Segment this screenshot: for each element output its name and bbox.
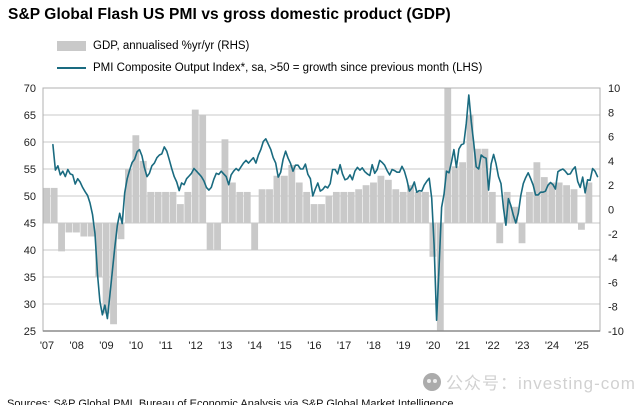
svg-text:'08: '08 [70,340,84,352]
svg-text:2: 2 [608,180,614,192]
svg-text:'17: '17 [337,340,351,352]
svg-text:10: 10 [608,83,620,95]
svg-text:4: 4 [608,156,614,168]
watermark-text: 公众号：investing-com [446,374,636,393]
svg-text:-6: -6 [608,277,618,289]
plot-border [42,87,601,332]
gdp-bars-series [43,88,593,331]
svg-text:70: 70 [24,83,36,95]
svg-text:'13: '13 [218,340,232,352]
svg-text:'24: '24 [545,340,559,352]
svg-text:8: 8 [608,107,614,119]
svg-text:-4: -4 [608,253,618,265]
svg-text:45: 45 [24,218,36,230]
x-axis-tick-labels: '07 '08 '09 '10 '11 '12 '13 '14 '15 '16 '17 '18 '19 '… [40,340,589,352]
svg-text:40: 40 [24,245,36,257]
svg-text:'16: '16 [307,340,321,352]
svg-text:'18: '18 [367,340,381,352]
svg-text:'11: '11 [159,340,173,352]
left-axis-tick-labels: 70 65 60 55 50 45 40 35 30 25 [24,83,36,338]
sources-line: Sources: S&P Global PMI, Bureau of Econo… [7,398,457,405]
pmi-line-series [52,94,599,322]
watermark: 公众号：investing-com [423,369,636,394]
svg-text:'14: '14 [248,340,262,352]
footer-notes: Sources: S&P Global PMI, Bureau of Econo… [7,366,457,405]
svg-text:'10: '10 [129,340,143,352]
svg-text:65: 65 [24,110,36,122]
svg-text:'21: '21 [456,340,470,352]
svg-text:'19: '19 [396,340,410,352]
svg-text:35: 35 [24,272,36,284]
legend-item-gdp: GDP, annualised %yr/yr (RHS) [57,39,482,53]
pmi-line-swatch-icon [57,66,86,70]
right-axis-tick-labels: 10 8 6 4 2 0 -2 -4 -6 -8 -10 [608,83,624,338]
chart-legend: GDP, annualised %yr/yr (RHS) PMI Composi… [57,39,482,75]
gdp-bar-swatch-icon [57,41,86,51]
svg-text:6: 6 [608,132,614,144]
svg-text:60: 60 [24,137,36,149]
svg-text:'15: '15 [277,340,291,352]
svg-text:-10: -10 [608,326,624,338]
svg-text:50: 50 [24,191,36,203]
legend-label-pmi: PMI Composite Output Index*, sa, >50 = g… [93,62,483,74]
svg-text:-2: -2 [608,229,618,241]
svg-text:'09: '09 [99,340,113,352]
svg-text:25: 25 [24,326,36,338]
svg-text:-8: -8 [608,302,618,314]
legend-item-pmi: PMI Composite Output Index*, sa, >50 = g… [57,61,482,75]
svg-text:'20: '20 [426,340,440,352]
svg-text:'23: '23 [515,340,529,352]
legend-label-gdp: GDP, annualised %yr/yr (RHS) [93,40,250,52]
svg-text:'07: '07 [40,340,54,352]
svg-text:'25: '25 [575,340,589,352]
svg-text:'22: '22 [485,340,499,352]
panda-logo-icon [423,372,441,391]
svg-text:30: 30 [24,299,36,311]
svg-text:0: 0 [608,205,614,217]
svg-text:'12: '12 [188,340,202,352]
chart-title: S&P Global Flash US PMI vs gross domesti… [8,6,451,23]
svg-text:55: 55 [24,164,36,176]
